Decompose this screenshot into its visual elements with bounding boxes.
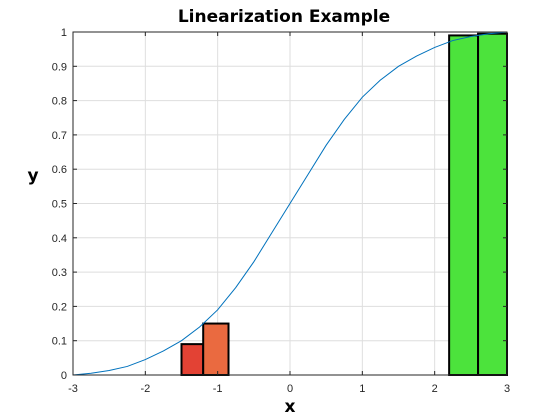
x-tick-label: 2	[432, 383, 438, 395]
bars	[180, 32, 509, 377]
x-tick-label: -1	[213, 383, 223, 395]
series-line-1	[72, 31, 508, 376]
x-tick-label: 1	[359, 383, 365, 395]
y-tick-label: 0.9	[52, 61, 67, 73]
bar-2	[202, 322, 230, 376]
y-tick-label: 0.7	[52, 130, 67, 142]
bar-1	[180, 343, 205, 377]
y-tick-label: 0.2	[52, 301, 67, 313]
bar-4	[477, 32, 509, 377]
chart-title: Linearization Example	[178, 7, 390, 27]
y-tick-label: 0.3	[52, 267, 67, 279]
bar-3	[448, 34, 480, 377]
y-axis-label: y	[27, 166, 38, 186]
y-tick-label: 0.6	[52, 164, 67, 176]
x-tick-label: -3	[68, 383, 78, 395]
y-tick-label: 1	[61, 27, 67, 39]
x-axis-label: x	[285, 397, 296, 417]
y-tick-label: 0.1	[52, 336, 67, 348]
y-tick-label: 0.5	[52, 199, 67, 211]
x-tick-label: 3	[504, 383, 510, 395]
y-tick-label: 0.4	[52, 233, 67, 245]
y-tick-label: 0.8	[52, 96, 67, 108]
y-tick-label: 0	[61, 370, 67, 382]
series-lines	[72, 31, 508, 376]
x-tick-label: 0	[287, 383, 293, 395]
x-tick-label: -2	[140, 383, 150, 395]
axis-ticks: -3 -2 -1 0 1 2 3 0 0.1 0.2 0.3 0.4 0.5 0.6 0.7 0.8 0.9 1	[52, 27, 510, 395]
